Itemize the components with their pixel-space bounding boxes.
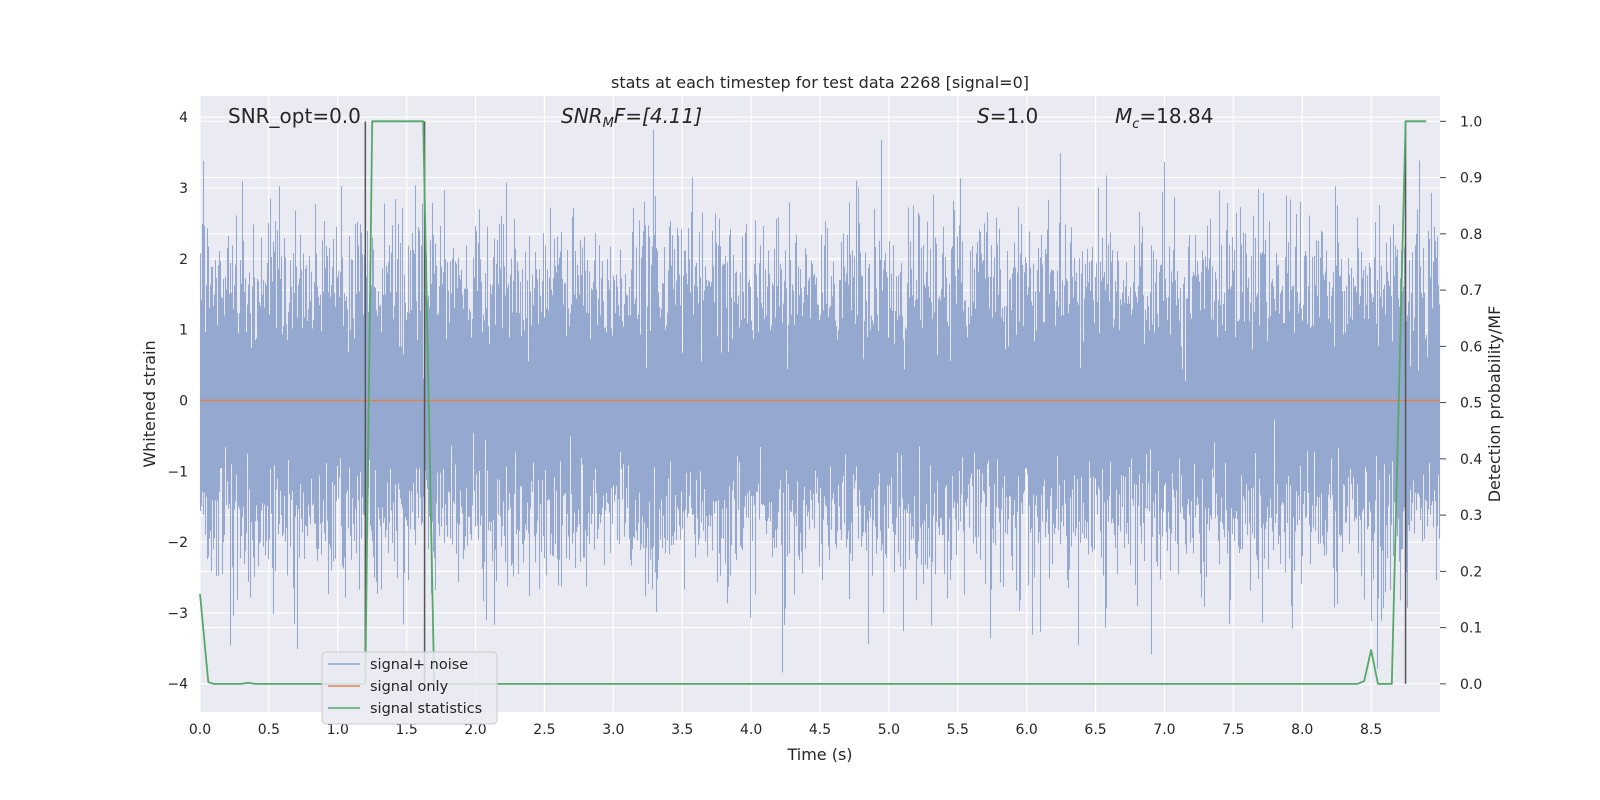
y-tick-label: −2 — [167, 535, 188, 551]
chart-title: stats at each timestep for test data 226… — [611, 73, 1029, 92]
signal-plus-noise-line — [199, 129, 1441, 673]
x-tick-label: 1.5 — [396, 722, 418, 738]
y-tick-label: 1 — [179, 323, 188, 339]
legend-label-signal: signal only — [370, 679, 449, 695]
y-tick-label: −3 — [167, 606, 188, 622]
legend-label-noise: signal+ noise — [370, 657, 468, 673]
x-tick-label: 2.0 — [464, 722, 486, 738]
snr-opt-annotation: SNR_opt=0.0 — [228, 104, 361, 128]
y2-tick-label: 0.0 — [1460, 677, 1482, 693]
x-tick-label: 8.5 — [1360, 722, 1382, 738]
y2-axis-label: Detection probability/MF — [1485, 306, 1504, 503]
y-tick-label: 2 — [179, 252, 188, 268]
tick-labels: 0.0 0.5 1.0 1.5 2.0 2.5 3.0 3.5 4.0 4.5 5.0 5.5 6.0 6… — [167, 110, 1482, 738]
y-tick-label: 4 — [179, 110, 188, 126]
x-tick-label: 6.0 — [1016, 722, 1038, 738]
legend-label-stats: signal statistics — [370, 701, 482, 717]
x-tick-label: 0.0 — [189, 722, 211, 738]
x-tick-label: 3.5 — [671, 722, 693, 738]
y-tick-label: 0 — [179, 393, 188, 409]
x-tick-label: 0.5 — [258, 722, 280, 738]
x-tick-label: 3.0 — [602, 722, 624, 738]
y2-tick-label: 0.6 — [1460, 339, 1482, 355]
x-tick-label: 2.5 — [533, 722, 555, 738]
y-tick-label: −4 — [167, 677, 188, 693]
legend-box — [321, 651, 498, 725]
y2-tick-label: 0.3 — [1460, 508, 1482, 524]
x-tick-label: 6.5 — [1084, 722, 1106, 738]
y2-tick-label: 0.2 — [1460, 564, 1482, 580]
x-tick-label: 7.5 — [1222, 722, 1244, 738]
y2-tick-label: 0.9 — [1460, 171, 1482, 187]
x-tick-label: 4.0 — [740, 722, 762, 738]
x-tick-label: 5.5 — [947, 722, 969, 738]
mc-annotation: Mc=18.84 — [1115, 104, 1213, 132]
snr-mf-annotation: SNRMF=[4.11] — [561, 104, 702, 131]
legend: signal+ noise signal only signal statist… — [321, 651, 498, 725]
x-tick-label: 1.0 — [327, 722, 349, 738]
y2-tick-label: 1.0 — [1460, 114, 1482, 130]
y2-tick-label: 0.1 — [1460, 621, 1482, 637]
y-axis-label: Whitened strain — [140, 340, 159, 467]
x-axis-label: Time (s) — [786, 745, 852, 764]
y2-tick-label: 0.8 — [1460, 227, 1482, 243]
x-tick-label: 4.5 — [809, 722, 831, 738]
x-tick-label: 5.0 — [878, 722, 900, 738]
x-tick-label: 7.0 — [1153, 722, 1175, 738]
s-annotation: S=1.0 — [977, 104, 1038, 128]
y2-tick-label: 0.7 — [1460, 283, 1482, 299]
signal-plus-noise-series — [199, 129, 1441, 673]
y2-tick-label: 0.5 — [1460, 396, 1482, 412]
y-tick-label: −1 — [167, 464, 188, 480]
y-tick-label: 3 — [179, 181, 188, 197]
x-tick-label: 8.0 — [1291, 722, 1313, 738]
y2-tick-label: 0.4 — [1460, 452, 1482, 468]
